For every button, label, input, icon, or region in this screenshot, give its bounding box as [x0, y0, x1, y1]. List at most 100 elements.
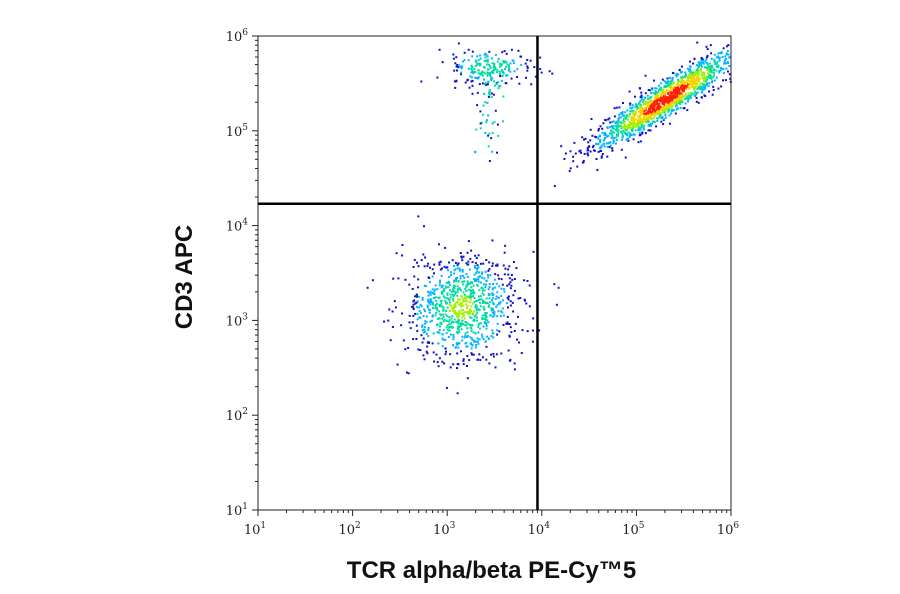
event-point	[492, 283, 495, 285]
event-point	[422, 315, 425, 318]
event-point	[651, 104, 654, 107]
event-point	[688, 82, 691, 85]
event-point	[484, 314, 487, 317]
event-point	[412, 300, 415, 303]
event-point	[677, 90, 680, 93]
event-point	[697, 69, 700, 72]
event-point	[416, 295, 419, 298]
event-point	[445, 286, 448, 289]
event-point	[461, 323, 464, 326]
event-point	[508, 64, 510, 67]
event-point	[463, 276, 466, 279]
event-point	[629, 104, 632, 107]
event-point	[595, 158, 598, 160]
event-point	[505, 74, 507, 77]
event-point	[485, 322, 488, 325]
event-point	[472, 312, 474, 315]
event-point	[466, 251, 469, 254]
event-point	[479, 262, 482, 265]
event-point	[491, 307, 494, 310]
event-point	[608, 117, 611, 120]
event-point	[502, 120, 504, 123]
event-point	[456, 267, 459, 270]
event-point	[674, 91, 677, 94]
event-point	[449, 366, 452, 369]
event-point	[427, 300, 430, 303]
event-point	[638, 131, 641, 134]
event-point	[643, 118, 646, 121]
event-point	[479, 73, 482, 76]
event-point	[437, 365, 440, 368]
event-point	[453, 280, 455, 283]
event-point	[422, 331, 425, 334]
event-point	[707, 68, 710, 71]
event-point	[479, 63, 482, 66]
event-point	[454, 346, 457, 349]
event-point	[481, 272, 484, 275]
event-point	[706, 82, 709, 85]
event-point	[494, 53, 497, 56]
event-point	[624, 156, 627, 159]
event-point	[637, 117, 640, 120]
event-point	[417, 215, 420, 218]
event-point	[423, 358, 426, 361]
event-point	[439, 260, 442, 263]
event-point	[412, 314, 415, 317]
event-point	[653, 115, 656, 118]
event-point	[710, 77, 713, 80]
event-point	[485, 63, 488, 66]
event-point	[651, 87, 654, 90]
event-point	[528, 305, 531, 308]
event-point	[469, 336, 472, 339]
event-point	[488, 261, 491, 264]
event-point	[621, 126, 624, 129]
event-point	[709, 76, 712, 79]
event-point	[472, 319, 475, 322]
event-point	[690, 78, 693, 81]
event-point	[471, 71, 474, 73]
event-point	[509, 62, 512, 65]
event-point	[637, 126, 640, 129]
event-point	[674, 86, 677, 89]
event-point	[466, 300, 469, 303]
event-point	[668, 106, 671, 109]
event-point	[482, 325, 485, 328]
event-point	[482, 78, 485, 81]
event-point	[693, 76, 695, 79]
event-point	[608, 132, 611, 135]
event-point	[653, 101, 656, 104]
event-point	[597, 129, 600, 132]
event-point	[594, 135, 597, 138]
event-point	[709, 44, 712, 47]
event-point	[699, 87, 702, 90]
event-point	[524, 62, 527, 65]
event-point	[649, 108, 652, 111]
event-point	[504, 82, 507, 85]
event-point	[600, 155, 603, 158]
event-point	[642, 107, 645, 110]
event-point	[474, 346, 477, 349]
event-point	[701, 91, 704, 94]
event-point	[700, 96, 703, 99]
event-point	[425, 321, 428, 324]
event-point	[463, 317, 466, 320]
event-point	[676, 88, 678, 90]
event-point	[442, 309, 445, 312]
event-point	[451, 320, 454, 323]
event-point	[504, 244, 507, 247]
event-point	[723, 61, 726, 64]
event-point	[467, 295, 470, 298]
event-point	[388, 308, 391, 311]
event-point	[481, 317, 484, 320]
event-point	[675, 103, 678, 106]
event-point	[460, 328, 463, 331]
event-point	[709, 68, 712, 71]
event-point	[599, 138, 602, 141]
event-point	[481, 276, 483, 279]
event-point	[499, 70, 502, 73]
event-point	[478, 83, 481, 86]
event-point	[466, 275, 469, 278]
event-point	[466, 377, 469, 380]
event-point	[615, 125, 618, 128]
event-point	[602, 139, 605, 142]
